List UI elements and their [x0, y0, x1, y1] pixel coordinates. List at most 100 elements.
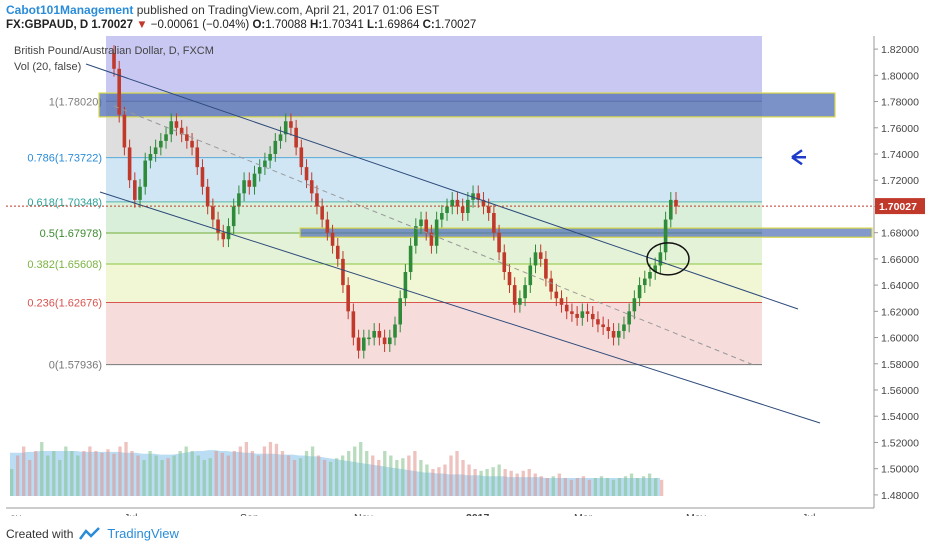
volume-bar: [641, 476, 646, 496]
fib-label: 1(1.78020): [49, 96, 102, 108]
volume-bar: [539, 476, 543, 496]
candle-body: [523, 285, 527, 299]
volume-bar: [298, 458, 303, 496]
candle-body: [403, 272, 408, 299]
candle-body: [611, 331, 616, 338]
volume-bar: [497, 464, 501, 496]
y-tick-label: 1.62000: [881, 306, 919, 318]
candle-body: [377, 331, 382, 338]
volume-bar: [334, 458, 339, 496]
drawing-tools[interactable]: [6, 63, 874, 424]
volume-bar: [401, 458, 405, 496]
volume-bar: [316, 455, 321, 496]
candle-body: [190, 140, 194, 148]
volume-bar: [413, 451, 417, 496]
volume-bar: [479, 470, 483, 496]
volume-bar: [58, 460, 62, 496]
candle-body: [580, 311, 585, 318]
volume-bar: [617, 478, 622, 496]
candle-body: [455, 199, 460, 207]
x-tick-label: Jul: [124, 512, 137, 516]
published-text: published on TradingView.com, April 21, …: [136, 3, 440, 17]
candle-body: [440, 213, 444, 220]
candle-body: [330, 232, 335, 246]
y-tick-label: 1.78000: [881, 97, 919, 109]
x-tick-label: Jul: [802, 512, 815, 516]
candle-body: [471, 193, 475, 200]
fib-label: 0.382(1.65608): [27, 259, 102, 271]
resistance-box: [98, 92, 836, 118]
candle-body: [601, 324, 605, 328]
channel-midline: [113, 105, 757, 367]
footer: Created with TradingView: [6, 526, 179, 541]
created-with-text: Created with: [6, 526, 74, 541]
fib-zone-1: [106, 157, 762, 202]
volume-bar: [88, 446, 92, 496]
candle-body: [429, 232, 434, 246]
candle-body: [112, 53, 116, 69]
candle-body: [596, 319, 600, 325]
tradingview-logo-icon: [79, 526, 101, 540]
volume-bar: [268, 442, 273, 496]
volume-bar: [341, 455, 345, 496]
volume-bar: [647, 473, 652, 496]
volume-bar: [527, 469, 531, 496]
x-tick-label: 2017: [466, 512, 490, 516]
volume-bar: [118, 446, 122, 496]
candle-body: [658, 252, 663, 266]
author-link[interactable]: Cabot101Management: [6, 3, 134, 17]
volume-bar: [503, 469, 507, 496]
brand-name[interactable]: TradingView: [107, 526, 179, 541]
candle-body: [538, 252, 543, 259]
volume-bar: [533, 473, 537, 496]
y-tick-label: 1.80000: [881, 70, 919, 82]
volume-bar: [635, 478, 640, 496]
candle-body: [387, 337, 392, 345]
candle-body: [247, 180, 252, 187]
y-tick-label: 1.56000: [881, 385, 919, 397]
volume-bar: [10, 469, 14, 496]
candle-body: [304, 167, 309, 181]
volume-bar: [124, 442, 128, 496]
volume-bar: [557, 473, 561, 496]
volume-bar: [274, 443, 279, 496]
volume-bar: [70, 451, 74, 496]
volume-bar: [154, 455, 158, 496]
candle-body: [559, 298, 564, 305]
candle-body: [200, 167, 205, 187]
volume-bar: [130, 451, 134, 496]
volume-bar: [28, 460, 32, 496]
volume-bar: [575, 478, 580, 496]
price-chart[interactable]: 1(1.78020) 0.786(1.73722) 0.618(1.70348) 0.…: [6, 36, 925, 516]
candle-body: [315, 193, 319, 207]
volume-bar: [449, 455, 453, 496]
candle-body: [335, 245, 340, 259]
candle-body: [320, 206, 324, 220]
volume-bar: [82, 451, 86, 496]
volume-bar: [425, 464, 429, 496]
candle-body: [554, 291, 559, 299]
symbol-name[interactable]: FX:GBPAUD, D: [6, 19, 89, 31]
candle-body: [414, 226, 418, 246]
candle-body: [627, 311, 631, 325]
candle-body: [632, 298, 637, 312]
volume-bar: [365, 451, 369, 496]
volume-bar: [322, 460, 327, 496]
volume-bar: [112, 453, 116, 496]
channel-lower-line: [99, 191, 821, 424]
volume-bar: [569, 479, 574, 496]
volume-bar: [76, 455, 80, 496]
x-tick-label: Nov: [354, 512, 373, 516]
candle-body: [127, 147, 132, 181]
close-label: C:: [422, 19, 435, 31]
volume-bar: [202, 460, 206, 496]
fib-retracement-zones: 1(1.78020) 0.786(1.73722) 0.618(1.70348) 0.…: [27, 36, 873, 372]
last-price-tag-label: 1.70027: [879, 201, 917, 213]
volume-bar: [611, 479, 616, 496]
candle-body: [533, 252, 538, 266]
candle-body: [637, 285, 642, 299]
volume-bar: [359, 442, 363, 496]
y-tick-label: 1.52000: [881, 437, 919, 449]
candle-body: [512, 285, 517, 305]
candle-body: [445, 206, 449, 213]
